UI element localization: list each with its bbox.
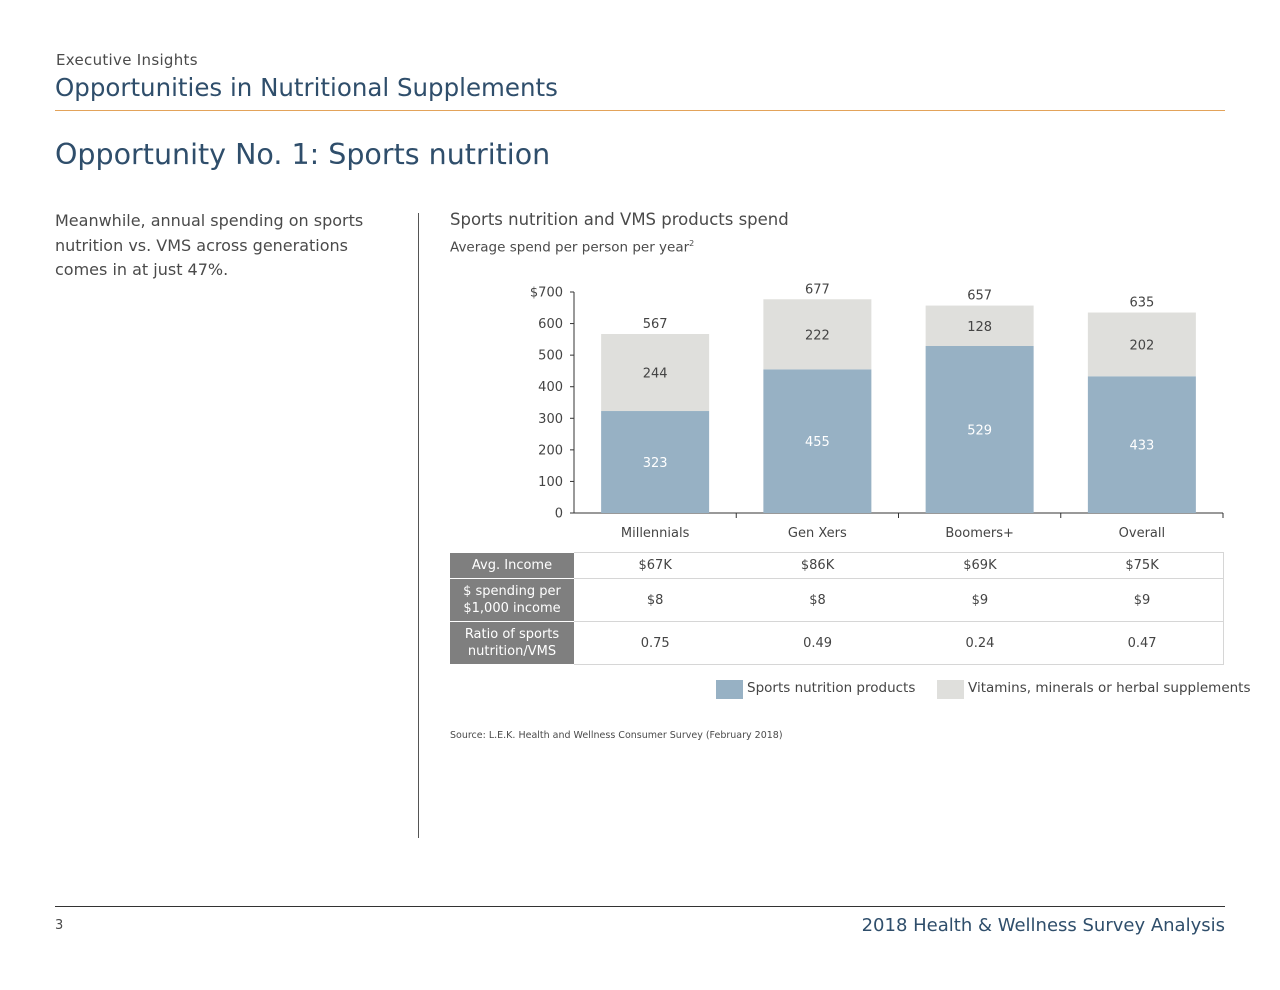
bar-segment: [601, 333, 710, 412]
bar-segment: [763, 369, 872, 513]
bar-total-label: 567: [643, 317, 668, 332]
document-title: Opportunities in Nutritional Supplements: [55, 73, 558, 102]
body-text: Meanwhile, annual spending on sports nut…: [55, 211, 364, 279]
column-divider: [418, 213, 419, 838]
bar-value-label: 455: [805, 435, 830, 450]
table-cell: $69K: [898, 552, 1062, 579]
bar-total-label: 657: [967, 289, 992, 304]
header-divider: [55, 110, 1225, 111]
bar-value-label: 433: [1129, 439, 1154, 454]
table-row: Ratio of sports nutrition/VMS 0.75 0.49 …: [450, 621, 1225, 665]
bar-segment: [925, 345, 1034, 513]
y-tick-label: 100: [538, 475, 563, 490]
chart-title: Sports nutrition and VMS products spend: [450, 210, 789, 229]
y-tick-label: 400: [538, 380, 563, 395]
footer-divider: [55, 906, 1225, 907]
table-row: Avg. Income $67K $86K $69K $75K: [450, 552, 1225, 579]
table-cell: $9: [1061, 578, 1225, 622]
chart-subtitle-text: Average spend per person per year: [450, 239, 690, 256]
table-cell: $9: [898, 578, 1062, 622]
bar-value-label: 128: [967, 320, 992, 335]
page-number: 3: [55, 918, 64, 933]
legend-label-sports: Sports nutrition products: [747, 680, 916, 696]
legend-swatch-sports: [716, 680, 743, 699]
bar-segment: [763, 299, 872, 370]
table-row: $ spending per $1,000 income $8 $8 $9 $9: [450, 578, 1225, 622]
bar-segment: [601, 411, 710, 513]
footnote-marker: 2: [689, 239, 695, 248]
kicker-label: Executive Insights: [56, 51, 198, 69]
y-tick-label: $700: [530, 286, 563, 301]
chart-subtitle: Average spend per person per year2: [450, 239, 694, 256]
x-category-label: Boomers+: [945, 526, 1014, 541]
bar-value-label: 529: [967, 423, 992, 438]
table-cell: $8: [574, 578, 737, 622]
table-cell: 0.49: [736, 621, 899, 665]
table-cell: 0.75: [574, 621, 737, 665]
x-category-label: Gen Xers: [788, 526, 847, 541]
source-note: Source: L.E.K. Health and Wellness Consu…: [450, 730, 783, 741]
row-header: Ratio of sports nutrition/VMS: [450, 621, 574, 665]
y-tick-label: 0: [555, 507, 563, 522]
bar-value-label: 244: [643, 367, 668, 382]
table-cell: $75K: [1061, 552, 1225, 579]
stacked-bar-chart: 0 100 200 300 400 500 600 $700 323 244 567 Millenni…: [530, 282, 1224, 541]
table-cell: $8: [736, 578, 899, 622]
bar-total-label: 677: [805, 282, 830, 297]
summary-table: Avg. Income $67K $86K $69K $75K $ spendi…: [450, 552, 1225, 665]
y-tick-label: 200: [538, 443, 563, 458]
bar-total-label: 635: [1129, 296, 1154, 311]
bar-segment: [1087, 312, 1196, 377]
y-tick-label: 300: [538, 412, 563, 427]
table-cell: 0.24: [898, 621, 1062, 665]
bar-segment: [925, 305, 1034, 346]
bar-value-label: 202: [1129, 338, 1154, 353]
row-header: Avg. Income: [450, 552, 574, 579]
legend-swatch-vms: [937, 680, 964, 699]
footer-title: 2018 Health & Wellness Survey Analysis: [861, 915, 1225, 936]
bar-value-label: 222: [805, 328, 830, 343]
table-cell: $67K: [574, 552, 737, 579]
x-category-label: Overall: [1119, 526, 1165, 541]
row-header: $ spending per $1,000 income: [450, 578, 574, 622]
bar-value-label: 323: [643, 456, 668, 471]
y-tick-label: 600: [538, 317, 563, 332]
y-tick-label: 500: [538, 349, 563, 364]
table-cell: $86K: [736, 552, 899, 579]
table-cell: 0.47: [1061, 621, 1225, 665]
legend-label-vms: Vitamins, minerals or herbal supplements: [968, 680, 1251, 696]
bar-segment: [1087, 376, 1196, 513]
slide-heading: Opportunity No. 1: Sports nutrition: [55, 138, 551, 171]
x-category-label: Millennials: [621, 526, 690, 541]
